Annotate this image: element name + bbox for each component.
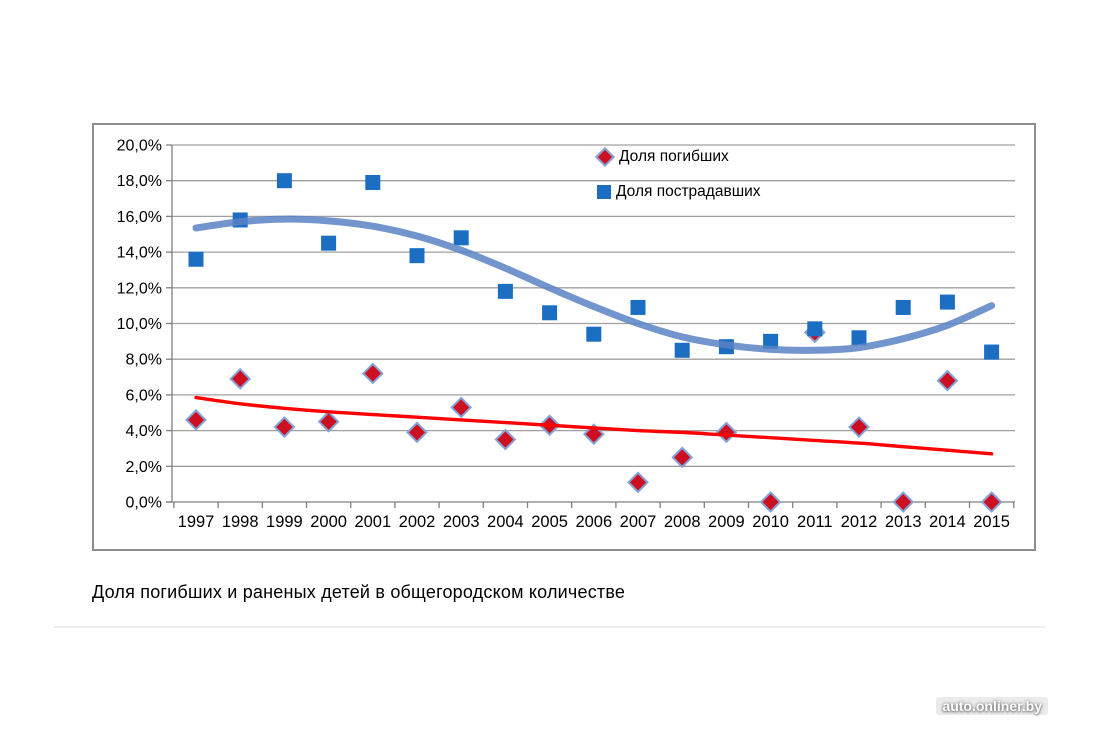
divider-line — [53, 626, 1045, 628]
fatal-diamond-icon — [595, 146, 615, 167]
y-tick-label: 16,0% — [117, 209, 162, 226]
injured-point-1997 — [188, 251, 204, 267]
injured-point-2011 — [807, 321, 823, 337]
y-tick-label: 2,0% — [126, 459, 162, 476]
x-tick-label: 2004 — [487, 513, 524, 531]
injured-point-2015 — [984, 344, 1000, 360]
y-tick-label: 10,0% — [117, 316, 162, 333]
fatal-point-1999 — [273, 416, 296, 438]
injured-point-2013 — [895, 299, 911, 315]
x-tick-label: 2000 — [310, 513, 347, 531]
legend-label-fatal: Доля погибших — [619, 147, 729, 165]
x-tick-label: 2009 — [708, 513, 745, 531]
x-tick-label: 2013 — [885, 513, 922, 531]
x-tick-label: 2006 — [575, 513, 612, 531]
y-tick-label: 12,0% — [117, 280, 162, 297]
legend-item-fatal[interactable]: Доля погибших — [595, 139, 761, 174]
fatal-point-2002 — [406, 421, 428, 444]
injured-square-icon — [597, 184, 611, 199]
fatal-point-1997 — [185, 408, 207, 431]
fatal-point-2015 — [980, 491, 1003, 513]
y-tick-label: 8,0% — [126, 352, 162, 369]
chart-frame: 0,0% 2,0% 4,0% 6,0% 8,0% 10,0% 12,0% 14,0% 16,0%… — [92, 123, 1036, 551]
fatal-point-2008 — [671, 446, 694, 469]
y-tick-label: 4,0% — [126, 423, 162, 440]
x-tick-label: 2001 — [354, 513, 391, 531]
x-tick-label: 2015 — [973, 513, 1010, 531]
x-tick-label: 1999 — [266, 513, 303, 531]
fatal-trendline — [194, 395, 994, 456]
x-tick-label: 2007 — [620, 513, 657, 531]
fatal-point-2004 — [494, 428, 517, 451]
fatal-point-1998 — [229, 367, 252, 390]
watermark: auto.onliner.by — [936, 697, 1048, 715]
x-tick-label: 2003 — [443, 513, 480, 531]
injured-point-2008 — [674, 342, 690, 358]
injured-point-2006 — [586, 326, 602, 342]
injured-point-2010 — [763, 333, 779, 349]
y-tick-label: 0,0% — [126, 495, 162, 512]
legend: Доля погибших Доля пострадавших — [595, 139, 761, 209]
fatal-point-2009 — [715, 421, 738, 444]
legend-label-injured: Доля пострадавших — [616, 182, 761, 200]
injured-trendline — [192, 215, 996, 354]
fatal-point-2013 — [892, 491, 915, 513]
fatal-point-2007 — [627, 471, 649, 494]
injured-point-2002 — [409, 248, 425, 264]
plot-area: 0,0% 2,0% 4,0% 6,0% 8,0% 10,0% 12,0% 14,0% 16,0%… — [117, 138, 1015, 531]
y-tick-label: 14,0% — [117, 245, 162, 262]
fatal-point-2014 — [936, 369, 959, 392]
y-tick-label: 20,0% — [117, 138, 162, 155]
injured-point-1999 — [276, 173, 292, 189]
x-tick-label: 1998 — [222, 513, 259, 531]
injured-point-2004 — [497, 283, 513, 299]
injured-point-2014 — [939, 294, 955, 310]
injured-point-2001 — [365, 174, 381, 190]
legend-item-injured[interactable]: Доля пострадавших — [597, 174, 761, 209]
y-tick-label: 6,0% — [126, 387, 162, 404]
fatal-point-2010 — [759, 491, 782, 513]
x-tick-label: 1997 — [178, 513, 215, 531]
x-tick-label: 2012 — [841, 513, 878, 531]
fatal-point-2001 — [361, 362, 384, 385]
x-tick-label: 2008 — [664, 513, 701, 531]
injured-point-2005 — [542, 305, 558, 321]
injured-point-2003 — [453, 230, 469, 246]
x-tick-label: 2011 — [797, 513, 832, 531]
x-tick-label: 2005 — [531, 513, 568, 531]
injured-point-2000 — [321, 235, 337, 251]
x-tick-label: 2014 — [929, 513, 966, 531]
injured-point-2007 — [630, 299, 646, 315]
x-tick-label: 2002 — [399, 513, 436, 531]
fatal-point-2012 — [848, 416, 870, 438]
y-tick-label: 18,0% — [117, 173, 162, 190]
fatal-point-2003 — [450, 396, 473, 419]
fatal-point-2000 — [317, 410, 340, 433]
chart-caption: Доля погибших и раненых детей в общегоро… — [92, 582, 626, 602]
x-tick-label: 2010 — [752, 513, 789, 531]
injured-point-2012 — [851, 330, 867, 346]
